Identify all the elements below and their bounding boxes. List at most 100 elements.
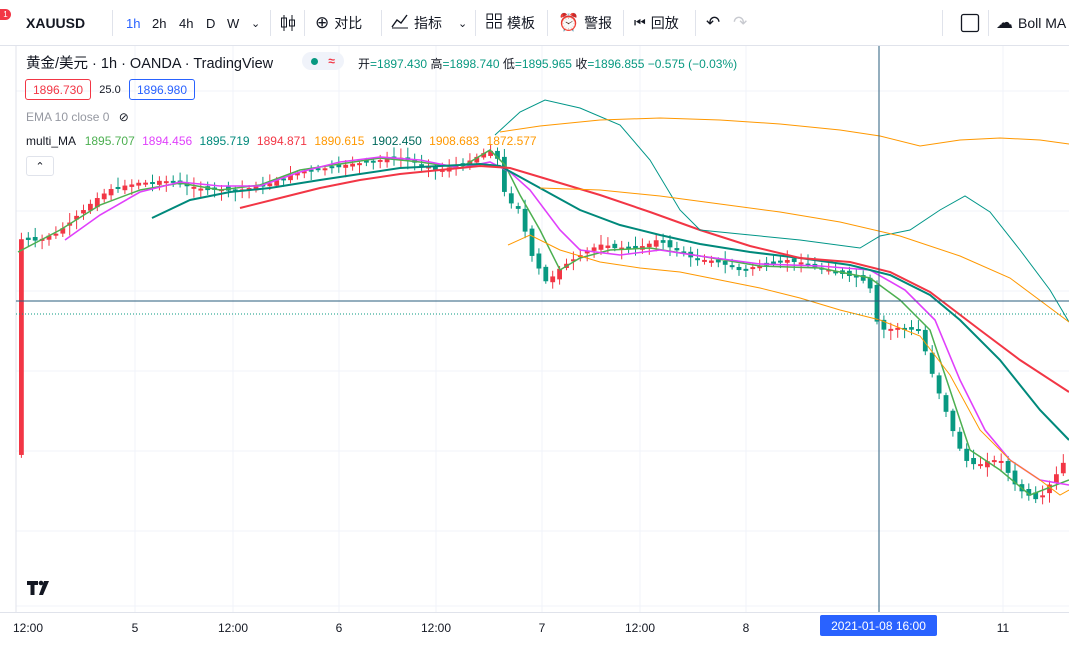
candle-body: [798, 262, 804, 265]
templates-button[interactable]: 模板: [486, 8, 535, 38]
candle-body: [60, 228, 66, 234]
layout-icon[interactable]: [960, 8, 980, 38]
change-value: −0.575 (−0.03%): [647, 57, 738, 71]
ma-line-red: [239, 164, 1069, 393]
candle-body: [881, 319, 887, 330]
ma-line-teal: [151, 162, 1069, 441]
chevron-up-icon: ⌃: [35, 160, 45, 173]
candle-body: [433, 166, 438, 170]
candle-body: [591, 247, 597, 251]
candle-body: [736, 267, 742, 271]
crosshair-time-label: 2021-01-08 16:00: [820, 615, 937, 636]
top-toolbar: 1 XAUUSD 1h 2h 4h D W ⌄ ⊕ 对比 指标 ⌄ 模板 ⏰ 警报 …: [0, 0, 1069, 46]
separator: [270, 10, 271, 36]
interval-4h[interactable]: 4h: [179, 15, 194, 31]
alert-button[interactable]: ⏰ 警报: [558, 8, 612, 38]
candle-body: [281, 178, 286, 181]
candle-body: [19, 239, 24, 455]
open-key: 开: [358, 57, 371, 71]
interval-2h[interactable]: 2h: [152, 15, 167, 31]
tradingview-logo-icon[interactable]: [26, 578, 54, 602]
ema-indicator-legend[interactable]: EMA 10 close 0 ⊘: [26, 110, 129, 124]
candle-body: [633, 245, 638, 249]
candle-body: [964, 448, 970, 461]
ema-label: EMA 10 close 0: [26, 110, 110, 124]
candle-body: [557, 268, 562, 280]
undo-icon[interactable]: ↶: [706, 13, 721, 32]
candle-body: [267, 183, 273, 187]
candle-body: [495, 150, 500, 159]
candle-body: [646, 243, 652, 248]
hidden-eye-icon[interactable]: ⊘: [118, 110, 129, 124]
candle-body: [874, 284, 880, 322]
candle-body: [32, 236, 38, 241]
candle-body: [329, 166, 335, 169]
time-axis[interactable]: 12:00 5 12:00 6 12:00 7 12:00 8 11: [0, 612, 1069, 648]
candle-body: [1033, 492, 1039, 500]
separator: [547, 10, 548, 36]
low-value: 1895.965: [521, 57, 572, 71]
candle-body: [336, 164, 342, 168]
replay-button[interactable]: ⏮ 回放: [634, 8, 679, 38]
candle-body: [364, 160, 369, 163]
candle-body: [288, 174, 293, 181]
candle-body: [784, 260, 790, 263]
interval-dropdown-icon[interactable]: ⌄: [251, 17, 261, 30]
candle-body: [308, 169, 314, 172]
candle-body: [605, 245, 611, 248]
candle-body: [377, 159, 383, 162]
candle-body: [529, 228, 535, 256]
candle-body: [502, 156, 507, 192]
ma-value-2: 1894.456: [142, 134, 193, 148]
indicators-button[interactable]: 指标: [391, 8, 442, 38]
candle-style-icon[interactable]: [280, 8, 296, 38]
cloud-layout-button[interactable]: ☁ Boll MA: [996, 8, 1069, 38]
templates-label: 模板: [507, 15, 535, 31]
spread-value: 25.0: [99, 83, 121, 96]
indicators-dropdown-icon[interactable]: ⌄: [458, 17, 468, 30]
grid-icon: [486, 13, 502, 34]
sell-price-button[interactable]: 1896.730: [25, 79, 91, 100]
plus-circle-icon: ⊕: [315, 13, 330, 32]
candle-body: [674, 248, 680, 251]
candle-body: [1026, 488, 1032, 496]
buy-price-button[interactable]: 1896.980: [129, 79, 195, 100]
compare-button[interactable]: ⊕ 对比: [315, 8, 362, 38]
time-label: 11: [996, 621, 1010, 635]
candle-body: [909, 327, 914, 330]
interval-1h[interactable]: 1h: [126, 15, 141, 31]
candle-body: [101, 193, 107, 200]
interval-w[interactable]: W: [227, 15, 240, 31]
market-status-pill[interactable]: ≈: [302, 52, 344, 70]
candle-body: [163, 181, 169, 184]
symbol-search[interactable]: XAUUSD: [26, 15, 86, 31]
ma-value-1: 1895.707: [84, 134, 135, 148]
time-label: 7: [538, 621, 546, 635]
candle-body: [122, 185, 128, 191]
ma-value-3: 1895.719: [199, 134, 250, 148]
market-open-dot-icon: [311, 57, 319, 65]
candle-body: [115, 186, 121, 189]
price-chart[interactable]: [0, 46, 1069, 612]
candle-body: [419, 164, 424, 167]
boll-orange-top: [499, 117, 1069, 147]
boll-orange-lower: [507, 234, 1069, 496]
interval-d[interactable]: D: [206, 15, 216, 31]
candle-body: [722, 261, 728, 265]
notification-badge[interactable]: 1: [0, 9, 11, 20]
time-label: 5: [131, 621, 139, 635]
redo-icon[interactable]: ↷: [733, 13, 748, 32]
candle-body: [571, 259, 576, 262]
candle-body: [778, 260, 783, 263]
time-label: 12:00: [624, 621, 656, 635]
candle-body: [667, 240, 673, 248]
collapse-legend-button[interactable]: ⌃: [26, 156, 54, 176]
candle-body: [985, 461, 990, 468]
candle-body: [25, 237, 31, 240]
rewind-icon: ⏮: [634, 15, 646, 30]
candle-body: [805, 263, 811, 266]
symbol-title[interactable]: 黄金/美元 · 1h · OANDA · TradingView: [26, 56, 274, 72]
candle-body: [170, 180, 176, 183]
candle-body: [888, 328, 894, 331]
multi-ma-legend[interactable]: multi_MA 1895.707 1894.456 1895.719 1894…: [26, 134, 537, 148]
